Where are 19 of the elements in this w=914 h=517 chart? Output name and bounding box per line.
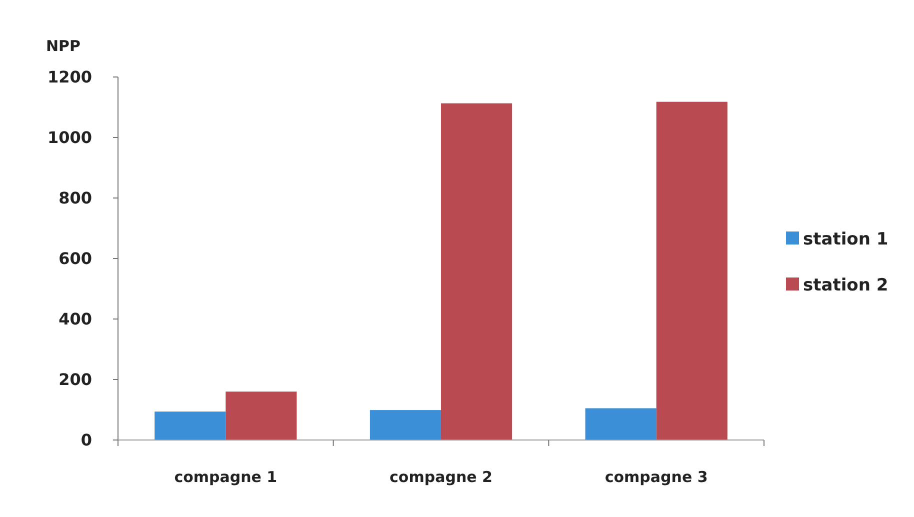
bar [226,392,297,440]
bar [441,103,512,440]
bar [585,408,656,440]
bar [656,102,728,440]
bar [154,412,226,440]
y-tick-label: 1200 [47,68,92,87]
x-tick-label: compagne 1 [174,468,278,486]
y-axis-title: NPP [46,37,81,55]
y-tick-label: 1000 [47,128,92,148]
bar [370,410,441,440]
y-tick-label: 0 [80,430,92,450]
y-tick-label: 400 [58,310,92,329]
legend-label: station 1 [803,229,888,250]
y-tick-label: 200 [58,370,92,390]
x-tick-label: compagne 2 [390,468,492,486]
x-tick-label: compagne 3 [604,468,708,486]
y-tick-label: 600 [58,249,92,268]
legend-label: station 2 [803,275,888,296]
y-tick-label: 800 [58,188,92,208]
